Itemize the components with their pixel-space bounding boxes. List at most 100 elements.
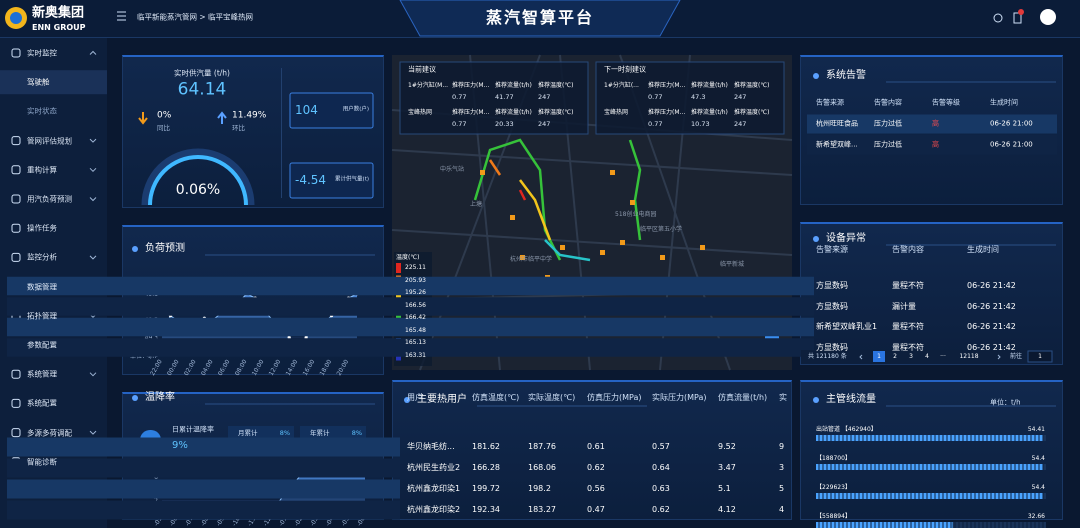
- menu-item[interactable]: 实时监控: [27, 48, 57, 58]
- x-tick-label: 18:00: [319, 358, 334, 377]
- gauge-track: [141, 148, 255, 206]
- menu-item[interactable]: 重构计算: [27, 165, 57, 175]
- menu-icon: [11, 398, 21, 408]
- table-cell: 杭州鑫龙印染1: [407, 484, 461, 493]
- x-tick-label: -01: [278, 515, 289, 527]
- menu-chevron: [89, 167, 97, 173]
- legend-title: 温度(℃): [396, 254, 420, 261]
- map-place: 上塘: [470, 201, 483, 208]
- menu-icon: [11, 136, 21, 146]
- legend-label: 205.93: [405, 276, 426, 284]
- table-cell: 166.28: [472, 463, 500, 472]
- legend-label: 166.42: [405, 314, 426, 321]
- pager-input-value[interactable]: 1: [1038, 353, 1042, 360]
- x-tick-label: -02: [293, 515, 304, 527]
- table-row: [7, 500, 400, 520]
- menu-item[interactable]: 智能诊断: [27, 457, 57, 467]
- suggest-name: 宝峰热网: [604, 109, 629, 116]
- table-cell: 168.06: [528, 463, 556, 472]
- x-tick-label: -04: [325, 515, 336, 527]
- x-tick-label: 08:00: [234, 358, 249, 377]
- table-cell: 0.57: [652, 442, 670, 451]
- panel-title: 设备异常: [826, 233, 866, 244]
- suggest-name: 1#分汽缸(...: [604, 82, 639, 89]
- pipe-value: 32.66: [1027, 513, 1045, 520]
- table-cell: 4: [779, 505, 785, 514]
- map-place: 临平新城: [720, 261, 745, 268]
- pager-page[interactable]: 2: [893, 353, 897, 360]
- table-header: 实际压力(MPa): [652, 393, 707, 402]
- table-header: 告警来源: [816, 98, 844, 107]
- pager-page[interactable]: 4: [925, 353, 929, 360]
- menu-item[interactable]: 监控分析: [27, 252, 57, 262]
- table-row: [7, 479, 400, 499]
- menu-item[interactable]: 拓扑管理: [27, 311, 57, 321]
- table-header: 实际温度(℃): [528, 393, 576, 402]
- title-dot: [132, 395, 138, 401]
- pager-next: [997, 354, 1001, 360]
- yoy-value: 0%: [157, 110, 172, 121]
- menu-item[interactable]: 数据管理: [27, 281, 57, 291]
- suggest-name: 1#分汽缸(M...: [408, 82, 449, 89]
- table-cell: 0.61: [587, 442, 605, 451]
- pager-page[interactable]: 1: [877, 353, 881, 360]
- mom-value: 11.49%: [232, 110, 267, 121]
- theme-icon: [993, 13, 1003, 23]
- pager-page[interactable]: 12118: [959, 353, 979, 360]
- table-cell: 0.62: [652, 505, 670, 514]
- pager-page[interactable]: ···: [940, 353, 946, 360]
- stat-box: [228, 426, 294, 439]
- menu-icon: [11, 223, 21, 233]
- table-cell: 4.12: [718, 505, 736, 514]
- suggest-header: 推荐温度(℃): [538, 109, 574, 116]
- map-poi: [510, 215, 515, 220]
- page-title: 蒸汽智算平台: [485, 8, 595, 27]
- supply-title: 实时供汽量 (t/h): [174, 68, 230, 78]
- menu-item[interactable]: 多源多荷调配: [27, 427, 72, 437]
- table-header: 告警来源: [816, 245, 848, 254]
- pipe-bar: [816, 464, 1044, 470]
- pager-total: 共 121180 条: [808, 353, 847, 360]
- pipe-label: 出站管道 【462940】: [816, 426, 877, 433]
- suggest-value: 247: [734, 92, 747, 101]
- pager-active: [873, 351, 885, 362]
- map-place: 杭州市临平中学: [510, 256, 553, 263]
- menu-item[interactable]: 管网评估规划: [27, 135, 72, 145]
- submenu-item[interactable]: 实时状态: [27, 106, 57, 116]
- submenu-item[interactable]: 驾驶舱: [27, 77, 50, 87]
- panel-title: 系统告警: [826, 70, 866, 81]
- legend-label: 165.48: [405, 326, 426, 334]
- table-cell: 压力过低: [874, 140, 902, 149]
- map-road: [391, 229, 793, 256]
- menu-chevron: [89, 197, 97, 202]
- stat-label: 用户数(户): [342, 106, 369, 113]
- panel-title: 温降率: [145, 392, 175, 403]
- suggest-value: 41.77: [495, 92, 514, 101]
- menu-item[interactable]: 系统管理: [27, 369, 57, 379]
- stat-box: [289, 162, 374, 199]
- menu-icon: [11, 428, 21, 438]
- table-cell: 高: [932, 140, 939, 149]
- menu-item[interactable]: 用汽负荷预测: [27, 194, 72, 204]
- table-cell: 杭州民生药业2: [407, 463, 461, 472]
- menu-item[interactable]: 操作任务: [27, 223, 57, 233]
- pipe-label: 【188700】: [816, 455, 851, 462]
- table-cell: 06-26 21:42: [967, 301, 1016, 311]
- table-cell: 新希望双峰...: [816, 140, 858, 149]
- menu-chevron: [89, 255, 97, 260]
- title-dot: [132, 246, 138, 252]
- table-row: [7, 297, 814, 316]
- pipe-bar: [816, 435, 1044, 441]
- map-poi: [630, 200, 635, 205]
- table-header: 生成时间: [990, 98, 1018, 107]
- menu-item[interactable]: 系统配置: [27, 398, 57, 408]
- menu-item[interactable]: 参数配置: [27, 340, 57, 350]
- title-dot: [813, 236, 819, 242]
- table-cell: 高: [932, 119, 939, 128]
- table-cell: 杭州旺旺食品: [816, 119, 858, 128]
- supply-divider: [281, 68, 282, 198]
- pipe-value: 54.4: [1031, 484, 1045, 491]
- pipe-value: 54.41: [1027, 426, 1045, 433]
- pager-prev: [859, 354, 863, 360]
- pager-page[interactable]: 3: [909, 353, 913, 360]
